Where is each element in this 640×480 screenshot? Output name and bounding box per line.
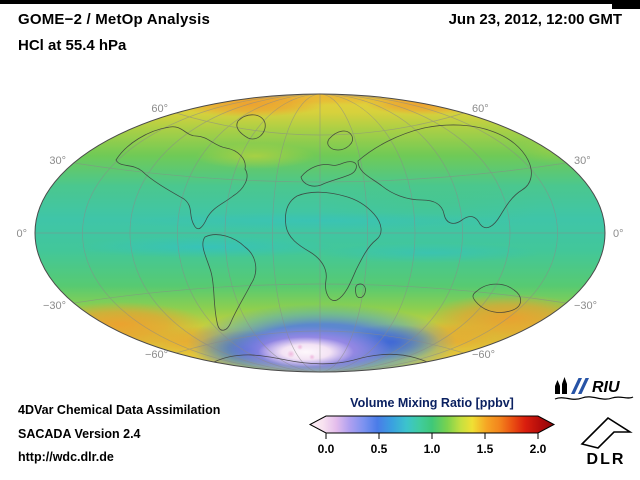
- lat-label-left-30: 30°: [49, 155, 66, 167]
- lat-label-right-60: 60°: [472, 103, 489, 115]
- lat-label-left-0: 0°: [16, 228, 27, 240]
- riu-slash-icon: [571, 378, 589, 394]
- lat-label-left-m60: −60°: [145, 349, 168, 361]
- dlr-logo: DLR: [576, 410, 636, 473]
- colorbar-tick-label-15: 1.5: [477, 442, 494, 456]
- lat-label-right-m60: −60°: [472, 349, 495, 361]
- lat-label-left-60: 60°: [151, 103, 168, 115]
- colorbar-tick-label-10: 1.0: [424, 442, 441, 456]
- lat-label-right-30: 30°: [574, 155, 591, 167]
- graticule-labels: 60° 30° 0° −30° −60° 60° 30° 0° −30° −60…: [16, 103, 623, 361]
- figure-subtitle: HCl at 55.4 hPa: [18, 37, 127, 54]
- graticule: [35, 94, 605, 372]
- lat-label-right-m30: −30°: [574, 300, 597, 312]
- dlr-logo-text: DLR: [587, 451, 626, 468]
- riu-logo: RIU: [552, 374, 636, 409]
- colorbar: 0.0 0.5 1.0 1.5 2.0: [308, 415, 556, 456]
- credit-line-assimilation: 4DVar Chemical Data Assimilation: [18, 403, 221, 417]
- dlr-logo-mark-icon: [580, 416, 633, 449]
- top-border-bar: [0, 0, 640, 4]
- top-right-corner-mark: [612, 0, 640, 9]
- colorbar-gradient-bar: [308, 415, 556, 434]
- colorbar-tick-label-0: 0.0: [318, 442, 335, 456]
- colorbar-tick-label-05: 0.5: [371, 442, 388, 456]
- continent-outlines: [115, 114, 532, 369]
- colorbar-tick-label-20: 2.0: [530, 442, 547, 456]
- colorbar-tick-marks: [325, 433, 539, 439]
- credit-line-version: SACADA Version 2.4: [18, 426, 141, 441]
- globe-outline: [34, 93, 606, 373]
- figure-title: GOME−2 / MetOp Analysis: [18, 11, 211, 28]
- riu-logo-text: RIU: [592, 379, 620, 396]
- colorbar-title: Volume Mixing Ratio [ppbv]: [350, 396, 514, 410]
- polar-vortex-region: [187, 304, 457, 372]
- riu-cathedral-icon: [555, 377, 567, 394]
- lat-label-left-m30: −30°: [43, 300, 66, 312]
- colorbar-block: Volume Mixing Ratio [ppbv]: [306, 396, 558, 466]
- riu-river-line-icon: [554, 396, 634, 400]
- credit-line-url: http://wdc.dlr.de: [18, 450, 114, 464]
- figure-datetime: Jun 23, 2012, 12:00 GMT: [448, 11, 622, 28]
- lat-label-right-0: 0°: [613, 228, 624, 240]
- credits-block: 4DVar Chemical Data Assimilation SACADA …: [18, 399, 220, 470]
